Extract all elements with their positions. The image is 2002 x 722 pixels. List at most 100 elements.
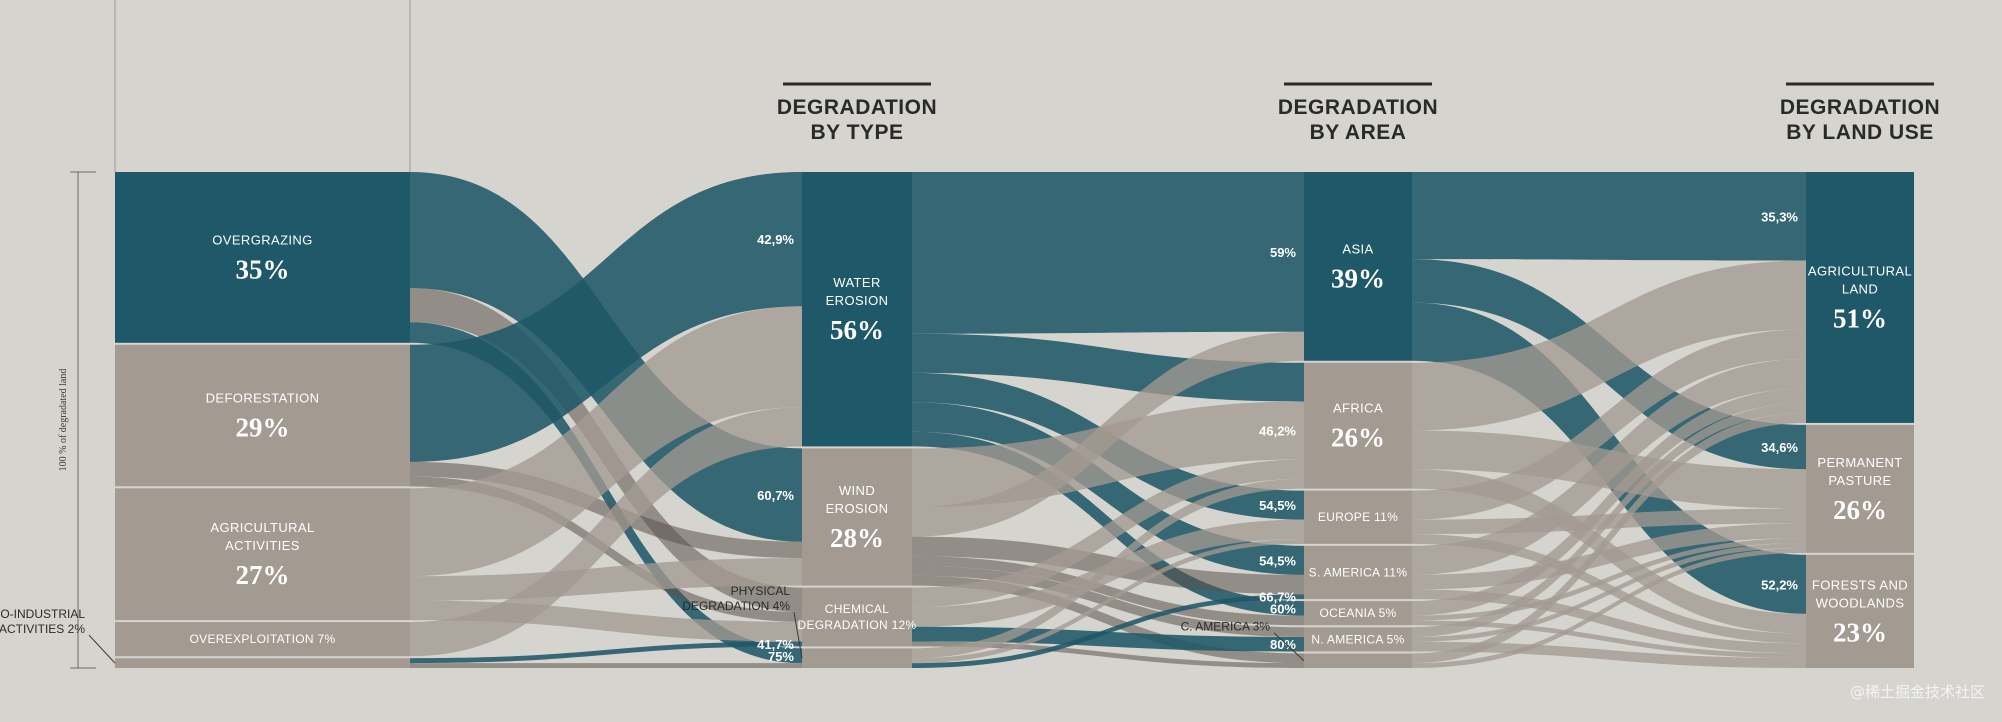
flow-label: 59% — [1270, 245, 1296, 260]
flow-oceania-to-agland — [1412, 388, 1806, 616]
node-agland — [1806, 172, 1914, 423]
node-africa — [1304, 362, 1412, 489]
node-label-agland: LAND — [1842, 281, 1878, 296]
nodes-layer — [115, 172, 1914, 668]
flow-label: 46,2% — [1259, 424, 1296, 439]
node-label-oceania: OCEANIA 5% — [1319, 606, 1396, 620]
flow-agri-to-water — [410, 306, 802, 577]
node-value-pasture: 26% — [1833, 495, 1887, 525]
flow-agri-to-wind — [410, 558, 802, 601]
flow-europe-to-agland — [1412, 329, 1806, 520]
column-header-title: DEGRADATION — [1780, 96, 1940, 119]
node-value-deforestation: 29% — [236, 413, 290, 443]
node-label-deforestation: DEFORESTATION — [206, 391, 320, 406]
flow-camerica-to-agland — [1412, 413, 1806, 664]
node-value-overgrazing: 35% — [236, 254, 290, 284]
node-value-africa: 26% — [1331, 423, 1385, 453]
node-oceania — [1304, 601, 1412, 626]
outside-label-physical: PHYSICAL — [731, 584, 791, 598]
flow-label: 41,7% — [757, 637, 794, 652]
flow-label: 54,5% — [1259, 498, 1296, 513]
flow-samerica-to-pasture — [1412, 523, 1806, 590]
flow-bio-to-physical — [410, 663, 802, 668]
flow-chemical-to-africa — [912, 459, 1304, 608]
column-header-title: BY AREA — [1310, 121, 1407, 144]
flow-samerica-to-agland — [1412, 358, 1806, 575]
node-label-agri: AGRICULTURAL — [210, 520, 314, 535]
node-label-wind: EROSION — [826, 501, 889, 516]
node-deforestation — [115, 344, 410, 487]
flow-overexp-to-water — [410, 407, 802, 657]
node-agri — [115, 488, 410, 621]
node-chemical — [802, 587, 912, 647]
node-label-water: EROSION — [826, 293, 889, 308]
node-label-overgrazing: OVERGRAZING — [212, 232, 312, 247]
flow-africa-to-agland — [1412, 260, 1806, 431]
watermark: @稀土掘金技术社区 — [1850, 683, 1985, 701]
outside-label-bio: BIO-INDUSTRIAL — [0, 607, 85, 621]
node-value-wind: 28% — [830, 523, 884, 553]
flow-wind-to-oceania — [912, 556, 1304, 626]
node-overgrazing — [115, 172, 410, 343]
flow-namerica-to-pasture — [1412, 543, 1806, 642]
flow-bio-to-chemical — [410, 641, 802, 664]
node-namerica — [1304, 627, 1412, 652]
callout-line — [88, 634, 116, 664]
flow-wind-to-camerica — [912, 575, 1304, 664]
node-value-water: 56% — [830, 315, 884, 345]
node-bio — [115, 658, 410, 668]
flow-samerica-to-forest — [1412, 589, 1806, 654]
node-asia — [1304, 172, 1412, 361]
flow-label: 75% — [768, 649, 794, 664]
flow-wind-to-africa — [912, 401, 1304, 508]
node-europe — [1304, 490, 1412, 544]
flow-water-to-africa — [912, 333, 1304, 402]
flow-label: 54,5% — [1259, 553, 1296, 568]
flow-label: 80% — [1270, 637, 1296, 652]
node-wind — [802, 448, 912, 586]
flow-label: 35,3% — [1761, 209, 1798, 224]
node-label-namerica: N. AMERICA 5% — [1311, 632, 1404, 646]
flow-physical-to-europe — [912, 539, 1304, 664]
node-label-agland: AGRICULTURAL — [1808, 263, 1912, 278]
flow-physical-to-africa — [912, 478, 1304, 659]
flow-physical-to-samerica — [912, 594, 1304, 668]
node-samerica — [1304, 545, 1412, 600]
node-pasture — [1806, 424, 1914, 553]
node-label-agri: ACTIVITIES — [225, 538, 300, 553]
outside-label-physical: DEGRADATION 4% — [682, 599, 790, 613]
column-header-title: BY TYPE — [811, 121, 904, 144]
node-value-asia: 39% — [1331, 263, 1385, 293]
callout-line — [1273, 632, 1305, 662]
node-label-africa: AFRICA — [1333, 401, 1383, 416]
node-overexp — [115, 622, 410, 657]
flow-label: 60,7% — [757, 488, 794, 503]
flow-label: 34,6% — [1761, 440, 1798, 455]
callout-line — [793, 612, 803, 659]
column-header-title: BY LAND USE — [1786, 121, 1933, 144]
node-label-pasture: PASTURE — [1828, 473, 1891, 488]
flow-label: 60% — [1270, 601, 1296, 616]
column-header-title: DEGRADATION — [777, 96, 937, 119]
node-label-chemical: CHEMICAL — [825, 602, 889, 616]
node-label-water: WATER — [833, 275, 881, 290]
flow-overgrazing-to-physical — [410, 322, 802, 664]
flow-water-to-asia — [912, 172, 1304, 334]
node-label-pasture: PERMANENT — [1817, 455, 1902, 470]
node-water — [802, 172, 912, 447]
flow-oceania-to-forest — [1412, 620, 1806, 659]
flow-label: 66,7% — [1259, 590, 1296, 605]
column-header-title: DEGRADATION — [1278, 96, 1438, 119]
flows-layer — [410, 172, 1806, 668]
node-label-europe: EUROPE 11% — [1318, 510, 1398, 524]
node-value-agland: 51% — [1833, 303, 1887, 333]
y-axis: 100 % of degradated land — [58, 171, 96, 669]
flow-deforestation-to-water — [410, 172, 802, 462]
flow-namerica-to-forest — [1412, 641, 1806, 668]
node-camerica — [1304, 653, 1412, 668]
flow-label: 42,9% — [757, 232, 794, 247]
node-value-forest: 23% — [1833, 617, 1887, 647]
node-label-overexp: OVEREXPLOITATION 7% — [190, 632, 336, 646]
outside-label-bio: ACTIVITIES 2% — [0, 622, 85, 636]
